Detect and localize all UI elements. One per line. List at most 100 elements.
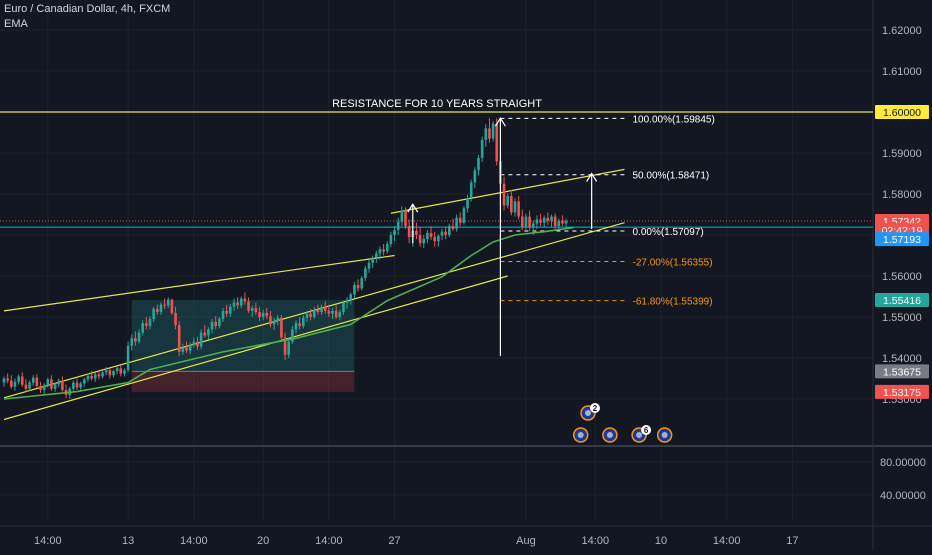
candle-body [207,329,210,336]
candle-body [86,376,90,380]
candle-body [473,170,477,183]
trend-line[interactable] [3,275,508,421]
time-axis-label: Aug [516,535,536,547]
candle-body [367,262,371,269]
candle-body [389,235,393,245]
candle-body [221,310,225,320]
candle-body [491,123,495,139]
candle-body [20,376,24,385]
price-axis-badge [875,292,929,307]
candle-body [375,253,378,258]
candle-body [163,304,166,306]
candle-body [181,347,185,352]
symbol-title[interactable]: Euro / Canadian Dollar, 4h, FXCM [4,3,171,15]
candle-body [232,302,236,307]
candle-body [535,219,539,224]
candle-body [247,301,250,311]
candle-body [225,310,228,314]
candle-body [283,337,287,355]
sub-axis-label: 40.00000 [880,490,926,502]
candle-body [119,368,123,374]
candle-body [469,182,473,199]
candle-body [488,128,491,139]
candle-body [385,244,389,252]
trend-line[interactable] [390,168,625,214]
candle-body [440,231,444,236]
candle-body [521,216,524,227]
candle-body [291,329,294,342]
candle-body [294,323,298,330]
economic-event-flag [606,432,613,438]
candle-body [451,225,455,229]
measure-arrowhead [494,117,506,127]
candle-body [550,216,553,221]
time-axis-label: 14:00 [582,535,610,547]
candle-body [510,196,513,213]
time-axis-label: 10 [655,535,667,547]
candle-body [75,382,79,388]
time-axis-label: 14:00 [315,535,343,547]
candle-body [203,332,207,336]
candle-body [196,341,199,347]
trend-line[interactable] [3,254,395,312]
candle-body [302,317,305,327]
candle-body [243,298,247,302]
candle-body [561,220,564,224]
candle-body [24,384,28,389]
candle-body [353,285,356,295]
candle-body [316,309,320,313]
candle-body [287,341,290,355]
candle-body [50,379,53,389]
candle-body [382,249,385,252]
indicator-legend-ema[interactable]: EMA [4,18,28,30]
ema-line [3,226,574,400]
fib-level-label: 50.00%(1.58471) [633,171,710,182]
candle-body [364,268,367,279]
candle-body [553,216,557,226]
candle-body [170,299,174,313]
candle-body [327,310,331,314]
candle-body [437,235,440,242]
candle-body [495,123,499,162]
candle-body [2,378,6,383]
candle-body [407,225,411,238]
candle-body [83,379,86,384]
fib-level-label: 100.00%(1.59845) [633,114,715,125]
candle-body [177,325,181,352]
candle-body [517,201,520,217]
price-axis-label: 1.62000 [882,25,922,37]
candle-body [166,299,170,306]
candle-body [378,249,382,254]
candle-body [159,304,163,313]
time-axis-label: 13 [122,535,134,547]
price-axis-label: 1.54000 [882,353,922,365]
price-axis-label: 1.55000 [882,312,922,324]
resistance-label: RESISTANCE FOR 10 YEARS STRAIGHT [332,98,542,110]
event-count-badge [641,425,652,435]
candle-body [28,382,31,389]
candle-body [10,380,13,387]
position-stop-zone[interactable] [131,371,355,392]
candle-body [444,231,447,235]
candle-body [17,376,20,382]
price-axis-badge [875,232,929,247]
candle-body [269,316,272,325]
candle-body [101,372,104,377]
candle-body [276,317,280,322]
candle-body [426,232,429,240]
candle-body [141,323,144,333]
candle-body [145,323,148,327]
candle-body [31,377,35,383]
economic-event-flag [636,432,643,438]
candle-body [229,306,232,314]
price-axis-label: 1.59000 [882,148,922,160]
candle-body [539,219,542,223]
candle-body [35,377,39,386]
candle-body [126,345,130,371]
economic-event-flag [585,410,591,416]
price-axis-label: 1.56000 [882,271,922,283]
candle-body [415,230,418,235]
candle-body [298,323,301,327]
